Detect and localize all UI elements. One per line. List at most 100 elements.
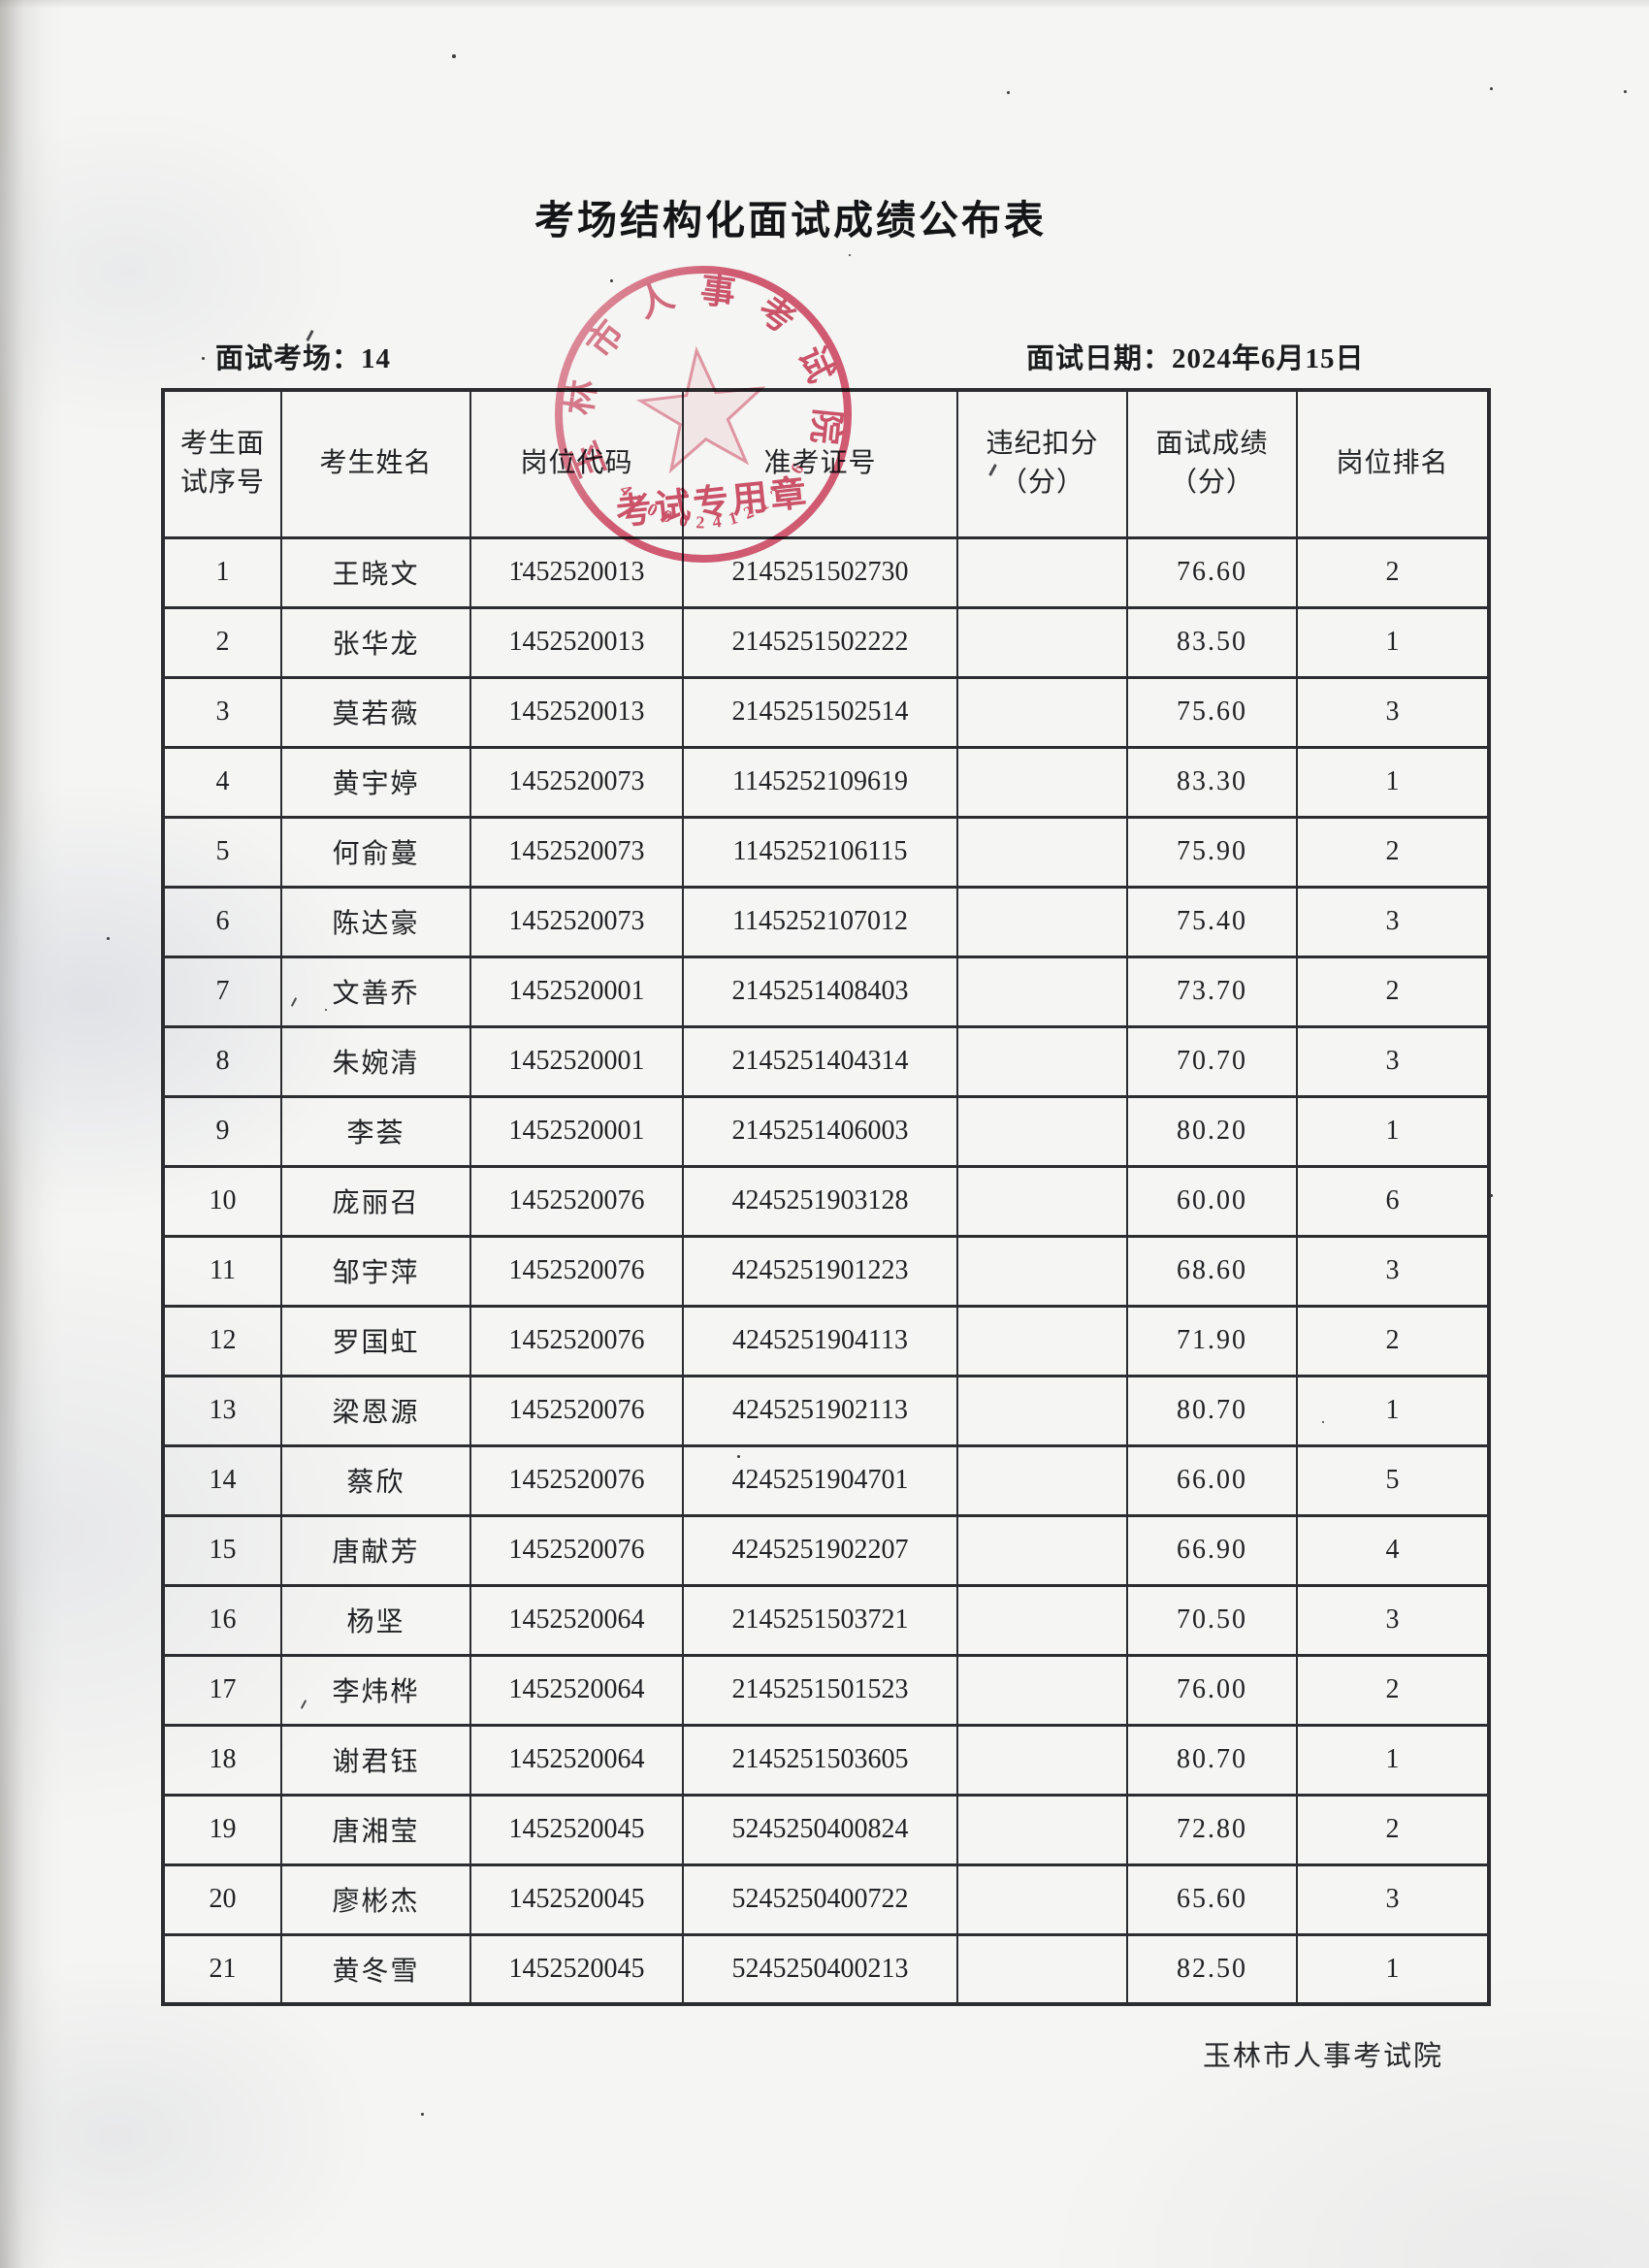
table-row: 12 罗国虹 1452520076 4245251904113 71.90 2 — [162, 1304, 1490, 1377]
cell-ticket_no: 2145251502730 — [682, 535, 958, 609]
cell-seq: 15 — [162, 1513, 282, 1587]
cell-seq: 6 — [162, 885, 282, 958]
cell-name: 邹宇萍 — [280, 1234, 471, 1308]
table-row: 16 杨坚 1452520064 2145251503721 70.50 3 — [162, 1583, 1490, 1657]
cell-deduction — [956, 1932, 1128, 2006]
cell-post_code: 1452520076 — [469, 1234, 684, 1308]
cell-deduction — [956, 675, 1128, 749]
table-row: 6 陈达豪 1452520073 1145252107012 75.40 3 — [162, 885, 1490, 958]
cell-seq: 11 — [162, 1234, 282, 1308]
scan-speck — [325, 1009, 327, 1011]
table-row: 2 张华龙 1452520013 2145251502222 83.50 1 — [162, 605, 1490, 679]
cell-name: 梁恩源 — [280, 1374, 471, 1447]
cell-seq: 5 — [162, 815, 282, 889]
table-row: 11 邹宇萍 1452520076 4245251901223 68.60 3 — [162, 1234, 1490, 1308]
interview-date-label: 面试日期： — [1026, 343, 1173, 374]
cell-ticket_no: 5245250400213 — [682, 1932, 958, 2006]
cell-score: 80.70 — [1126, 1723, 1298, 1797]
cell-score: 83.50 — [1126, 605, 1298, 679]
table-row: 17 李炜桦 1452520064 2145251501523 76.00 2 — [162, 1653, 1490, 1727]
table-row: 4 黄宇婷 1452520073 1145252109619 83.30 1 — [162, 745, 1490, 819]
cell-score: 71.90 — [1126, 1304, 1298, 1377]
cell-seq: 20 — [162, 1863, 282, 1936]
cell-ticket_no: 4245251904701 — [682, 1443, 958, 1517]
cell-post_code: 1452520064 — [469, 1653, 684, 1727]
cell-post_code: 1452520045 — [469, 1793, 684, 1866]
cell-name: 廖彬杰 — [280, 1863, 471, 1936]
cell-score: 68.60 — [1126, 1234, 1298, 1308]
cell-score: 76.60 — [1126, 535, 1298, 609]
cell-rank: 2 — [1296, 815, 1490, 889]
cell-seq: 18 — [162, 1723, 282, 1797]
scan-speck — [107, 937, 110, 940]
cell-score: 73.70 — [1126, 955, 1298, 1028]
cell-post_code: 1452520073 — [469, 815, 684, 889]
cell-ticket_no: 1145252106115 — [682, 815, 958, 889]
cell-name: 黄宇婷 — [280, 745, 471, 819]
cell-rank: 6 — [1296, 1164, 1490, 1238]
scan-speck — [1007, 91, 1010, 94]
cell-ticket_no: 2145251502222 — [682, 605, 958, 679]
scan-speck — [737, 1455, 740, 1458]
cell-score: 70.50 — [1126, 1583, 1298, 1657]
cell-ticket_no: 1145252109619 — [682, 745, 958, 819]
cell-rank: 3 — [1296, 1583, 1490, 1657]
cell-post_code: 1452520073 — [469, 745, 684, 819]
cell-score: 66.00 — [1126, 1443, 1298, 1517]
cell-name: 朱婉清 — [280, 1024, 471, 1098]
cell-seq: 13 — [162, 1374, 282, 1447]
scan-speck — [520, 563, 523, 566]
cell-name: 文善乔 — [280, 955, 471, 1028]
column-header-deduction: 违纪扣分 （分） — [956, 388, 1128, 539]
cell-ticket_no: 4245251904113 — [682, 1304, 958, 1377]
scan-speck — [1624, 90, 1627, 93]
scan-speck — [452, 54, 456, 58]
cell-score: 83.30 — [1126, 745, 1298, 819]
cell-name: 蔡欣 — [280, 1443, 471, 1517]
cell-post_code: 1452520076 — [469, 1304, 684, 1377]
table-row: 18 谢君钰 1452520064 2145251503605 80.70 1 — [162, 1723, 1490, 1797]
column-header-score: 面试成绩 （分） — [1126, 388, 1298, 539]
score-table-body: 1 王晓文 1452520013 2145251502730 76.60 2 2 张华龙 145… — [162, 535, 1490, 2006]
cell-rank: 2 — [1296, 955, 1490, 1028]
cell-deduction — [956, 1723, 1128, 1797]
table-row: 19 唐湘莹 1452520045 5245250400824 72.80 2 — [162, 1793, 1490, 1866]
cell-post_code: 1452520064 — [469, 1583, 684, 1657]
cell-name: 李荟 — [280, 1094, 471, 1168]
cell-rank: 1 — [1296, 1094, 1490, 1168]
cell-ticket_no: 1145252107012 — [682, 885, 958, 958]
cell-ticket_no: 4245251901223 — [682, 1234, 958, 1308]
cell-deduction — [956, 1304, 1128, 1377]
cell-deduction — [956, 1513, 1128, 1587]
cell-name: 黄冬雪 — [280, 1932, 471, 2006]
table-row: 20 廖彬杰 1452520045 5245250400722 65.60 3 — [162, 1863, 1490, 1936]
cell-post_code: 1452520001 — [469, 1094, 684, 1168]
interview-room-field: 面试考场：14 — [215, 336, 391, 374]
cell-rank: 2 — [1296, 535, 1490, 609]
cell-name: 罗国虹 — [280, 1304, 471, 1377]
cell-post_code: 1452520076 — [469, 1164, 684, 1238]
cell-post_code: 1452520001 — [469, 955, 684, 1028]
cell-seq: 2 — [162, 605, 282, 679]
table-row: 9 李荟 1452520001 2145251406003 80.20 1 — [162, 1094, 1490, 1168]
cell-name: 莫若薇 — [280, 675, 471, 749]
cell-rank: 1 — [1296, 1374, 1490, 1447]
cell-score: 76.00 — [1126, 1653, 1298, 1727]
cell-ticket_no: 2145251502514 — [682, 675, 958, 749]
cell-score: 75.40 — [1126, 885, 1298, 958]
cell-deduction — [956, 955, 1128, 1028]
cell-ticket_no: 4245251903128 — [682, 1164, 958, 1238]
cell-post_code: 1452520076 — [469, 1374, 684, 1447]
cell-score: 75.90 — [1126, 815, 1298, 889]
cell-deduction — [956, 1374, 1128, 1447]
table-row: 14 蔡欣 1452520076 4245251904701 66.00 5 — [162, 1443, 1490, 1517]
cell-deduction — [956, 1863, 1128, 1936]
cell-rank: 1 — [1296, 1932, 1490, 2006]
interview-date-value: 2024年6月15日 — [1172, 343, 1365, 374]
cell-deduction — [956, 745, 1128, 819]
scan-speck — [849, 254, 851, 256]
scan-speck — [421, 2113, 424, 2116]
cell-seq: 10 — [162, 1164, 282, 1238]
cell-deduction — [956, 605, 1128, 679]
cell-rank: 5 — [1296, 1443, 1490, 1517]
